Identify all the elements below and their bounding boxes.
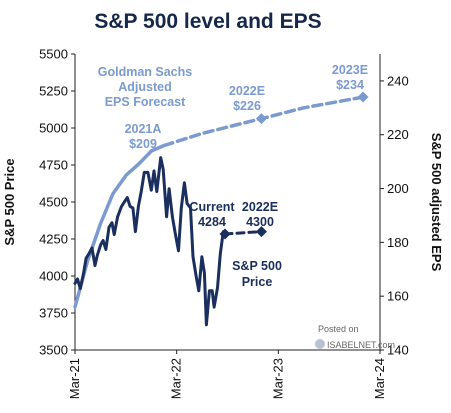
y-right-tick-label: 220 (387, 127, 409, 142)
x-tick-label: Mar-21 (67, 358, 82, 399)
y-right-tick-label: 200 (387, 181, 409, 196)
watermark-line1: Posted on (318, 324, 359, 334)
watermark-logo-icon (315, 339, 325, 349)
annotation-price-2022e: 2022E 4300 (242, 200, 278, 229)
annotation-forecast: Goldman Sachs Adjusted EPS Forecast (98, 65, 193, 109)
x-tick-label: Mar-23 (270, 358, 285, 399)
watermark-line2: ISABELNET.com (327, 340, 395, 350)
y-left-tick-label: 5250 (39, 84, 68, 99)
y-right-label: S&P 500 adjusted EPS (429, 133, 444, 272)
annotation-price-label: S&P 500 Price (232, 259, 282, 289)
point-marker (219, 228, 231, 240)
annotation-price-current: Current 4284 (189, 200, 235, 229)
series-line-s-p-500-price-projection (223, 230, 263, 236)
x-tick-label: Mar-24 (372, 358, 387, 399)
series-line-s-p-500-price (73, 156, 227, 327)
y-left-tick-label: 3750 (39, 306, 68, 321)
y-left-label: S&P 500 Price (2, 158, 17, 245)
annotation-eps-2021a: 2021A $209 (125, 122, 162, 151)
annotation-eps-2022e: 2022E $226 (229, 84, 265, 113)
x-tick-label: Mar-22 (169, 358, 184, 399)
y-right-tick-label: 140 (387, 343, 409, 358)
y-left-tick-label: 4500 (39, 195, 68, 210)
y-left-tick-label: 4250 (39, 232, 68, 247)
annotation-eps-2023e: 2023E $234 (332, 63, 368, 92)
y-left-tick-label: 4000 (39, 269, 68, 284)
point-marker (255, 226, 267, 238)
y-left-tick-label: 3500 (39, 343, 68, 358)
y-left-tick-label: 4750 (39, 158, 68, 173)
point-marker (255, 113, 267, 125)
y-right-tick-label: 180 (387, 235, 409, 250)
series-line-eps (73, 143, 166, 309)
y-right-tick-label: 160 (387, 289, 409, 304)
chart-title: S&P 500 level and EPS (94, 10, 321, 33)
y-left-tick-label: 5500 (39, 47, 68, 62)
watermark: Posted on ISABELNET.com (315, 324, 395, 350)
y-left-tick-label: 5000 (39, 121, 68, 136)
y-right-tick-label: 240 (387, 73, 409, 88)
point-marker (357, 91, 369, 103)
